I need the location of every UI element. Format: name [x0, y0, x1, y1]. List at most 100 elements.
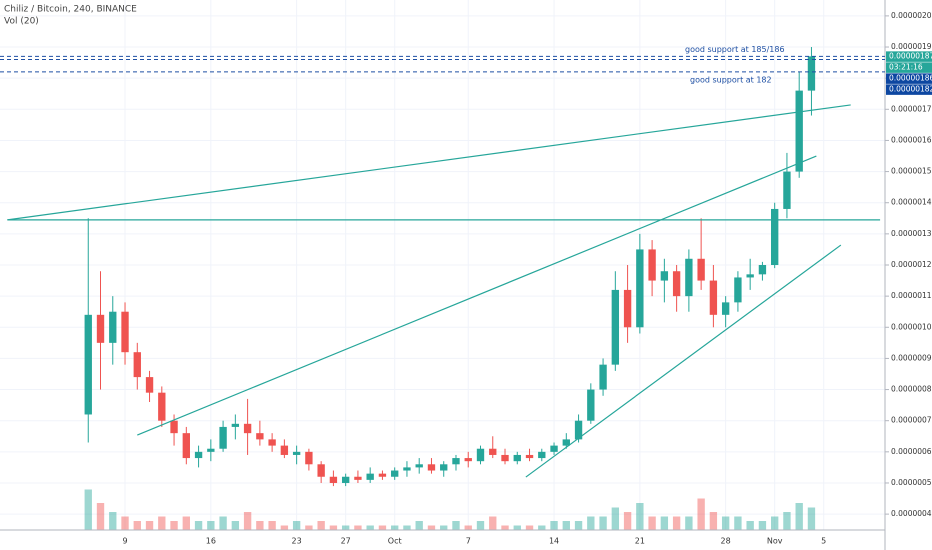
volume-bar [391, 525, 399, 530]
y-tick-label: 0.00000170 [891, 104, 932, 113]
candle-body [231, 423, 240, 427]
trend-line [137, 155, 817, 436]
trend-line [7, 104, 851, 221]
volume-bar [783, 512, 791, 530]
candle-body [158, 392, 166, 421]
volume-bar [292, 521, 301, 530]
volume-bar [611, 507, 620, 530]
candle-body [562, 439, 570, 446]
y-tick-label: 0.00000080 [891, 385, 932, 394]
candle-body [121, 311, 129, 353]
y-tick-label: 0.00000160 [891, 135, 932, 144]
candle-body [341, 476, 350, 483]
y-tick-label: 0.00000130 [891, 229, 932, 238]
volume-bar [317, 521, 325, 530]
candle-body [709, 280, 718, 315]
volume-bar [243, 512, 252, 530]
candle-body [476, 448, 485, 462]
candle-body [489, 448, 497, 455]
volume-bar [746, 521, 754, 530]
volume-bar [366, 525, 374, 530]
candle-body [280, 445, 289, 455]
candle-body [440, 464, 448, 471]
volume-bar [158, 516, 166, 530]
volume-bar [415, 521, 423, 530]
volume-bar [207, 521, 215, 530]
volume-bar [525, 525, 534, 530]
volume-bar [280, 525, 289, 530]
candle-body [182, 433, 190, 459]
volume-bar [121, 516, 129, 530]
candle-body [734, 277, 742, 303]
volume-bar [758, 521, 767, 530]
volume-bar [599, 516, 607, 530]
x-tick-label: 7 [466, 537, 471, 546]
candle-body [685, 258, 693, 297]
volume-bar [354, 525, 362, 530]
volume-bar [574, 521, 583, 530]
y-tick-label: 0.00000110 [891, 291, 932, 300]
volume-bar [403, 525, 411, 530]
volume-bar [807, 507, 816, 530]
trend-line [525, 244, 842, 478]
candle-body [660, 271, 669, 281]
volume-bar [685, 516, 693, 530]
y-tick-label: 0.00000120 [891, 260, 932, 269]
volume-bar [96, 503, 105, 530]
volume-bar [329, 525, 338, 530]
volume-bar [231, 521, 240, 530]
x-tick-label: Nov [767, 537, 783, 546]
volume-bar [182, 516, 190, 530]
x-tick-label: 5 [821, 537, 826, 546]
candle-body [599, 364, 607, 390]
volume-bar [721, 516, 730, 530]
price-label: 0.00000187 [889, 51, 932, 60]
candle-body [427, 464, 436, 471]
candle-body [550, 445, 558, 452]
candle-body [807, 56, 816, 91]
volume-bar [256, 521, 264, 530]
candle-body [243, 423, 252, 434]
candle-body [317, 464, 325, 477]
candle-body [96, 314, 105, 343]
y-tick-label: 0.00000150 [891, 167, 932, 176]
price-label-box [886, 84, 932, 95]
x-tick-label: 16 [206, 537, 216, 546]
volume-bar [145, 521, 154, 530]
candle-body [268, 439, 276, 446]
volume-bar [550, 521, 558, 530]
candle-body [207, 448, 215, 452]
y-tick-label: 0.00000070 [891, 416, 932, 425]
volume-bar [464, 525, 472, 530]
candle-body [501, 454, 509, 462]
y-tick-label: 0.00000090 [891, 353, 932, 362]
volume-bar [795, 503, 803, 530]
candle-body [354, 476, 362, 480]
x-tick-label: 27 [341, 537, 351, 546]
volume-bar [194, 521, 203, 530]
volume-bar [771, 516, 779, 530]
volume-bar [219, 516, 227, 530]
volume-bar [109, 512, 117, 530]
volume-bar [170, 521, 178, 530]
candle-body [538, 451, 546, 459]
volume-bar [513, 525, 521, 530]
volume-bar [538, 525, 546, 530]
volume-bar [341, 525, 350, 530]
y-tick-label: 0.00000100 [891, 322, 932, 331]
volume-bar [623, 512, 632, 530]
x-tick-label: 23 [292, 537, 302, 546]
volume-bar [672, 516, 681, 530]
volume-bar [84, 489, 92, 530]
x-tick-label: 28 [721, 537, 731, 546]
y-tick-label: 0.00000200 [891, 11, 932, 20]
volume-bar [697, 498, 705, 530]
candle-body [391, 470, 399, 477]
volume-bar [636, 503, 644, 530]
chart-title: Chiliz / Bitcoin, 240, BINANCE [4, 5, 137, 15]
candle-body [170, 420, 178, 434]
y-tick-label: 0.00000040 [891, 509, 932, 518]
volume-bar [709, 512, 718, 530]
